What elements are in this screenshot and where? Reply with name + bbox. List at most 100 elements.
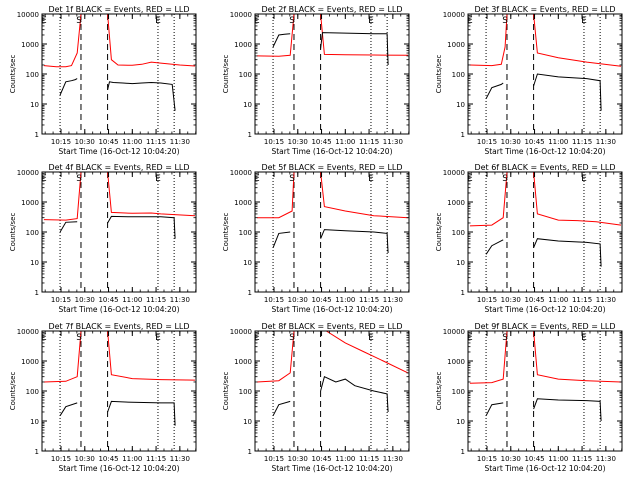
y-axis-label: Counts/sec <box>435 213 443 252</box>
x-tick-label: 11:00 <box>335 138 355 146</box>
x-tick-label: 11:15 <box>359 455 379 463</box>
marker-label-3: E <box>155 174 161 184</box>
x-tick-label: 10:30 <box>75 138 95 146</box>
y-tick-label: 100 <box>239 229 252 237</box>
x-axis-label: Start Time (16-Oct-12 10:04:20) <box>484 147 605 156</box>
y-axis-label: Counts/sec <box>9 372 17 411</box>
y-tick-label: 10 <box>243 418 252 426</box>
y-tick-label: 100 <box>452 229 465 237</box>
events-series-line-2 <box>107 81 176 111</box>
marker-label-3: E <box>368 333 374 343</box>
plot-frame <box>41 330 197 452</box>
events-series-line-1 <box>59 221 78 233</box>
plot-frame <box>254 13 410 135</box>
x-tick-label: 10:15 <box>477 455 497 463</box>
x-tick-label: 11:30 <box>383 296 403 304</box>
x-tick-label: 10:45 <box>311 296 331 304</box>
lld-series-line <box>256 171 409 219</box>
y-tick-label: 1 <box>35 448 39 456</box>
y-tick-label: 10 <box>243 101 252 109</box>
x-axis-label: Start Time (16-Oct-12 10:04:20) <box>58 147 179 156</box>
y-tick-label: 10 <box>30 418 39 426</box>
marker-label-3: E <box>155 333 161 343</box>
y-tick-label: 1000 <box>447 199 465 207</box>
detector-panel-7: Det 7f BLACK = Events, RED = LLDESE11010… <box>9 322 197 473</box>
x-tick-label: 10:15 <box>51 296 71 304</box>
y-tick-label: 1 <box>35 289 39 297</box>
plot-frame <box>467 330 623 452</box>
x-axis-label: Start Time (16-Oct-12 10:04:20) <box>484 464 605 473</box>
marker-label-3: E <box>368 174 374 184</box>
x-tick-label: 10:45 <box>524 296 544 304</box>
panel-title: Det 2f BLACK = Events, RED = LLD <box>261 5 402 14</box>
y-tick-label: 10000 <box>443 11 465 19</box>
x-tick-label: 10:45 <box>524 138 544 146</box>
x-tick-label: 11:30 <box>596 296 616 304</box>
y-tick-label: 10 <box>456 101 465 109</box>
plot-frame <box>467 13 623 135</box>
x-tick-label: 10:15 <box>51 138 71 146</box>
x-tick-label: 10:30 <box>75 296 95 304</box>
plot-frame <box>467 171 623 293</box>
x-tick-label: 11:30 <box>383 455 403 463</box>
x-tick-label: 11:00 <box>548 296 568 304</box>
y-tick-label: 10000 <box>443 328 465 336</box>
marker-label-2: S <box>502 16 508 26</box>
y-tick-label: 10000 <box>230 169 252 177</box>
marker-label-2: S <box>502 174 508 184</box>
events-series-line-1 <box>485 239 504 255</box>
x-tick-label: 10:45 <box>98 455 118 463</box>
y-tick-label: 1000 <box>447 358 465 366</box>
y-tick-label: 1 <box>248 289 252 297</box>
x-tick-label: 11:15 <box>146 296 166 304</box>
x-tick-label: 10:45 <box>311 138 331 146</box>
x-axis-label: Start Time (16-Oct-12 10:04:20) <box>271 305 392 314</box>
events-series-line-1 <box>59 402 78 416</box>
y-tick-label: 1000 <box>21 358 39 366</box>
y-tick-label: 10 <box>243 259 252 267</box>
x-tick-label: 10:30 <box>288 138 308 146</box>
panel-title: Det 5f BLACK = Events, RED = LLD <box>261 163 402 172</box>
marker-label-2: S <box>289 174 295 184</box>
x-tick-label: 10:45 <box>98 296 118 304</box>
panel-title: Det 1f BLACK = Events, RED = LLD <box>48 5 189 14</box>
x-tick-label: 10:45 <box>524 455 544 463</box>
detector-panel-4: Det 4f BLACK = Events, RED = LLDESE11010… <box>9 163 197 314</box>
y-tick-label: 100 <box>239 388 252 396</box>
y-tick-label: 10000 <box>230 328 252 336</box>
panel-title: Det 8f BLACK = Events, RED = LLD <box>261 322 402 331</box>
lld-series-line <box>43 171 196 221</box>
y-tick-label: 10 <box>456 418 465 426</box>
events-series-line-1 <box>272 231 291 248</box>
x-tick-label: 11:00 <box>335 455 355 463</box>
y-tick-label: 1 <box>461 131 465 139</box>
y-tick-label: 100 <box>26 71 39 79</box>
events-series-line-1 <box>485 402 504 416</box>
x-tick-label: 11:00 <box>122 138 142 146</box>
plot-frame <box>41 13 197 135</box>
panel-title: Det 7f BLACK = Events, RED = LLD <box>48 322 189 331</box>
x-axis-label: Start Time (16-Oct-12 10:04:20) <box>58 464 179 473</box>
marker-label-3: E <box>368 16 374 26</box>
x-axis-label: Start Time (16-Oct-12 10:04:20) <box>271 464 392 473</box>
x-tick-label: 11:00 <box>548 138 568 146</box>
x-tick-label: 11:15 <box>146 455 166 463</box>
x-tick-label: 10:15 <box>264 296 284 304</box>
x-tick-label: 11:15 <box>572 138 592 146</box>
x-tick-label: 11:15 <box>572 455 592 463</box>
y-tick-label: 10 <box>30 101 39 109</box>
x-tick-label: 10:30 <box>501 296 521 304</box>
lld-series-line <box>469 330 622 384</box>
y-axis-label: Counts/sec <box>222 372 230 411</box>
y-tick-label: 10000 <box>17 169 39 177</box>
y-tick-label: 1 <box>35 131 39 139</box>
detector-panel-6: Det 6f BLACK = Events, RED = LLDESE11010… <box>435 163 623 314</box>
events-series-line-1 <box>272 33 291 48</box>
y-tick-label: 1000 <box>21 41 39 49</box>
y-tick-label: 1000 <box>234 199 252 207</box>
y-tick-label: 10000 <box>17 328 39 336</box>
y-axis-label: Counts/sec <box>435 55 443 94</box>
x-tick-label: 11:00 <box>548 455 568 463</box>
y-tick-label: 1 <box>461 289 465 297</box>
